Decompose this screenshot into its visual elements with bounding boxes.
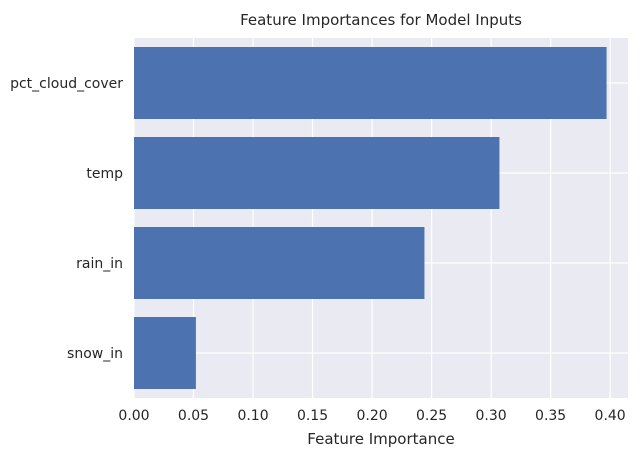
y-tick-label: pct_cloud_cover xyxy=(10,76,123,92)
y-tick-label: snow_in xyxy=(67,346,123,362)
x-tick-label: 0.05 xyxy=(178,408,209,424)
x-tick-label: 0.00 xyxy=(118,408,149,424)
x-tick-label: 0.15 xyxy=(297,408,328,424)
x-tick-label: 0.20 xyxy=(356,408,387,424)
y-tick-label: temp xyxy=(86,166,123,182)
chart-title: Feature Importances for Model Inputs xyxy=(240,11,522,29)
x-tick-label: 0.40 xyxy=(595,408,626,424)
bar-snow-in xyxy=(134,317,196,389)
x-tick-label: 0.35 xyxy=(535,408,566,424)
x-tick-label: 0.10 xyxy=(237,408,268,424)
x-axis-title: Feature Importance xyxy=(307,430,454,448)
bars xyxy=(134,47,607,389)
bar-temp xyxy=(134,137,500,209)
bar-rain-in xyxy=(134,227,425,299)
y-tick-label: rain_in xyxy=(76,256,123,272)
bar-pct-cloud-cover xyxy=(134,47,607,119)
x-tick-labels: 0.00 0.05 0.10 0.15 0.20 0.25 0.30 0.35 0.40 xyxy=(118,408,625,424)
x-tick-label: 0.25 xyxy=(416,408,447,424)
x-tick-label: 0.30 xyxy=(476,408,507,424)
